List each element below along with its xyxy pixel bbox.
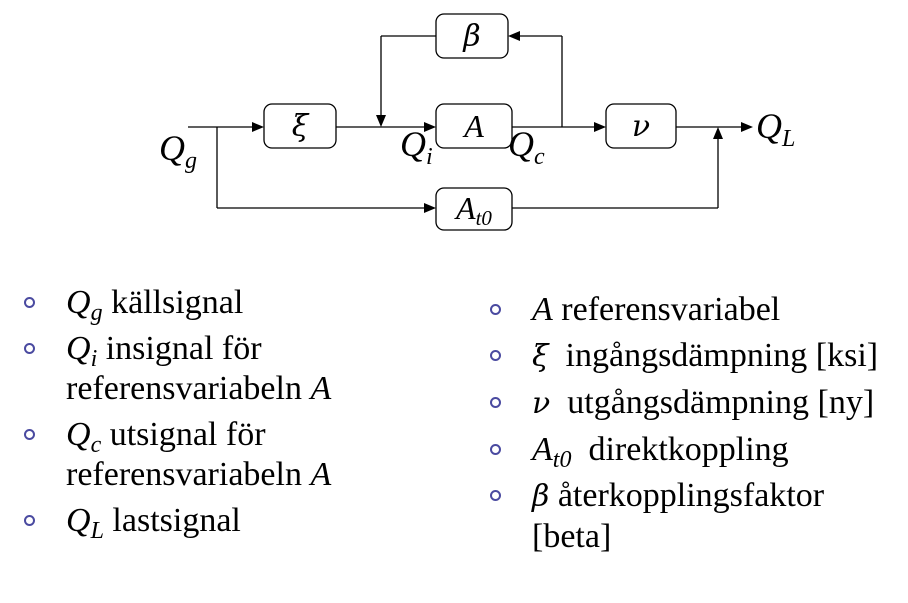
legend-right: A referensvariabel ξ ingångsdämpning [ks…	[486, 290, 906, 563]
signal-lines	[188, 35, 742, 209]
block-xi-label: ξ	[292, 109, 310, 144]
block-beta: β	[435, 13, 509, 59]
block-beta-label: β	[462, 19, 480, 54]
legend-item-A: A referensvariabel	[486, 290, 906, 330]
bullet-icon	[24, 297, 35, 308]
block-nu: ν	[605, 103, 677, 149]
signal-Qc-label: Qc	[508, 124, 545, 170]
block-xi: ξ	[263, 103, 337, 149]
block-nu-label: ν	[632, 109, 650, 144]
legend-item-nu: ν utgångsdämpning [ny]	[486, 383, 906, 424]
bullet-icon	[490, 444, 501, 455]
legend-item-At0: At0 direktkoppling	[486, 430, 906, 472]
arrowheads	[252, 31, 753, 213]
legend-item-Qg: Qg källsignal	[20, 283, 440, 325]
bullet-icon	[24, 515, 35, 526]
block-diagram: ξ β A ν At0 Qg Qi Qc QL	[159, 13, 795, 231]
legend-left: Qg källsignal Qi insignal för referensva…	[20, 283, 440, 547]
bullet-icon	[490, 397, 501, 408]
block-A: A	[435, 103, 513, 149]
signal-Qi-label: Qi	[400, 124, 433, 170]
bullet-icon	[490, 350, 501, 361]
signal-Qg-label: Qg	[159, 128, 197, 174]
legend-item-QL: QL lastsignal	[20, 501, 440, 543]
bullet-icon	[490, 490, 501, 501]
block-A-label: A	[462, 108, 484, 144]
block-At0: At0	[435, 187, 513, 231]
bullet-icon	[490, 304, 501, 315]
legend-item-xi: ξ ingångsdämpning [ksi]	[486, 336, 906, 377]
legend-item-beta: β återkopplingsfaktor [beta]	[486, 476, 906, 557]
legend-item-Qi: Qi insignal för referensvariabeln A	[20, 329, 440, 409]
signal-QL-label: QL	[756, 106, 795, 152]
legend-item-Qc: Qc utsignal för referensvariabeln A	[20, 415, 440, 495]
bullet-icon	[24, 343, 35, 354]
bullet-icon	[24, 429, 35, 440]
block-At0-label: At0	[454, 190, 492, 230]
